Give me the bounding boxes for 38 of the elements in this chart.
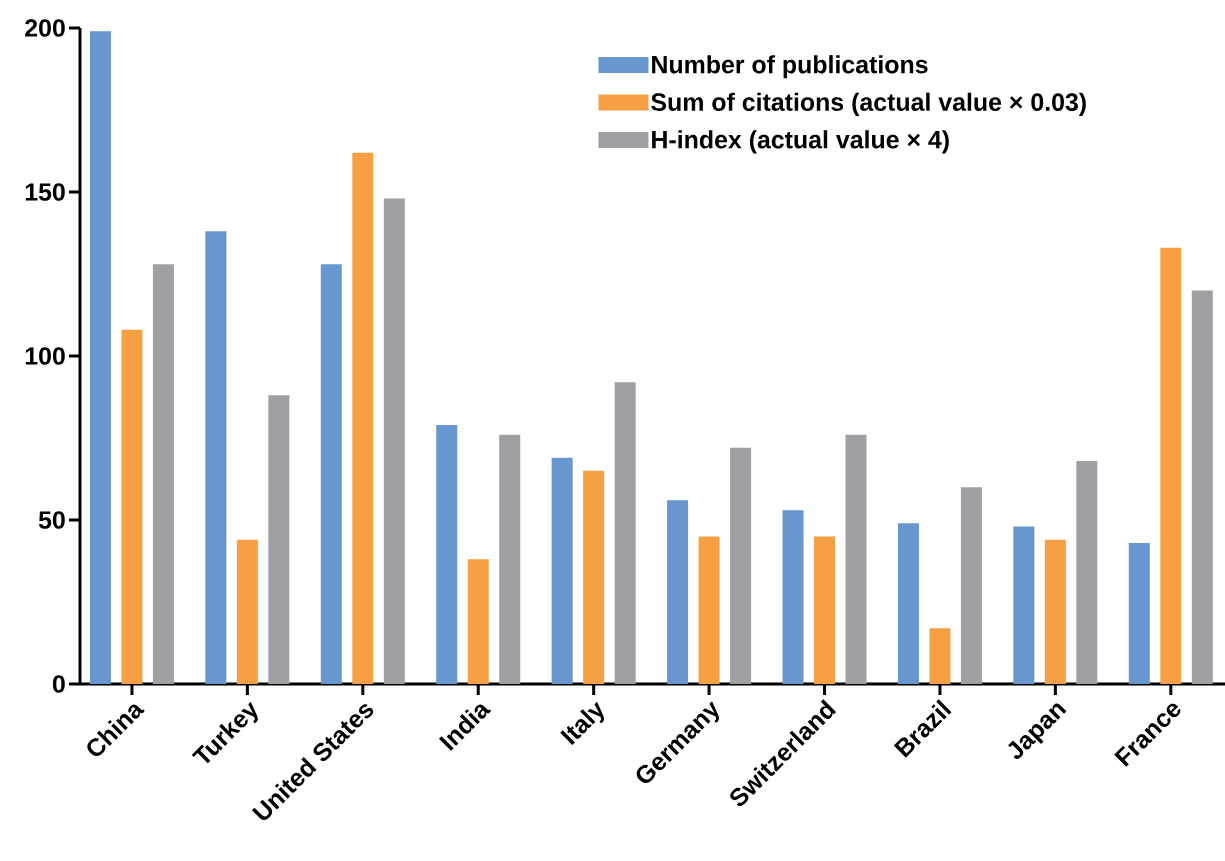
bar (782, 510, 804, 684)
legend-label: Sum of citations (actual value × 0.03) (651, 92, 1086, 116)
bar (1013, 526, 1035, 684)
bar (436, 424, 458, 684)
y-tick-label: 200 (25, 19, 65, 37)
legend-label: Number of publications (652, 55, 928, 79)
y-tick-label: 50 (38, 511, 65, 529)
bar (1076, 460, 1098, 684)
bar (467, 559, 489, 684)
bar (897, 523, 919, 684)
bar (698, 536, 720, 684)
bar (236, 539, 258, 684)
bar (320, 264, 342, 684)
y-tick-label: 150 (25, 183, 65, 201)
bar (205, 231, 227, 684)
bar (89, 31, 111, 684)
bar (1128, 542, 1150, 684)
bar (268, 395, 290, 684)
bar (667, 500, 689, 684)
bar (121, 329, 143, 684)
bar (152, 264, 174, 684)
bar (814, 536, 836, 684)
bar (583, 470, 605, 684)
y-tick-label: 0 (52, 675, 65, 693)
bar (383, 198, 405, 684)
y-tick-label: 100 (25, 347, 65, 365)
bar (960, 487, 982, 684)
bar (551, 457, 573, 684)
bar (929, 628, 951, 684)
bar (614, 382, 636, 684)
bar (1044, 539, 1066, 684)
bar (1191, 290, 1213, 684)
bar (845, 434, 867, 684)
bar (352, 152, 374, 684)
bar (499, 434, 521, 684)
bar (730, 447, 752, 684)
legend-label: H-index (actual value × 4) (652, 130, 949, 154)
bar (1160, 247, 1182, 684)
